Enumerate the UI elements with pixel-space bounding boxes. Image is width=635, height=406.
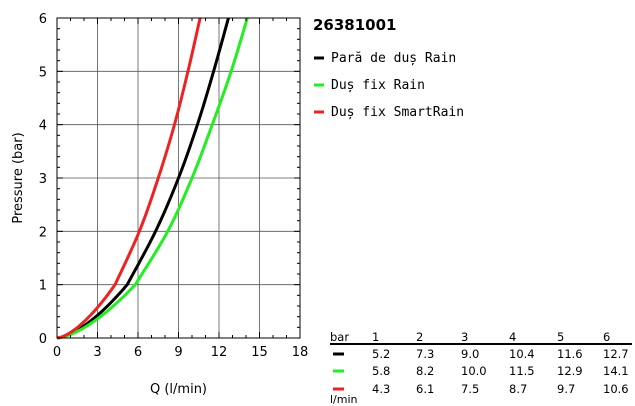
table-header-pressure: 1 bbox=[372, 330, 379, 344]
series-line-1 bbox=[56, 17, 249, 340]
table-header-pressure: 2 bbox=[416, 330, 423, 344]
table-cell: 5.2 bbox=[372, 347, 390, 361]
y-tick-label: 0 bbox=[39, 332, 47, 347]
y-tick-label: 6 bbox=[39, 12, 47, 27]
table-header-pressure: 3 bbox=[461, 330, 468, 344]
y-tick-label: 2 bbox=[39, 225, 47, 240]
x-tick-label: 6 bbox=[134, 345, 142, 360]
table-cell: 8.2 bbox=[416, 364, 434, 378]
y-tick-label: 1 bbox=[39, 279, 47, 294]
table-unit: l/min bbox=[330, 393, 358, 406]
chart-title: 26381001 bbox=[313, 16, 397, 34]
series-line-0 bbox=[56, 17, 230, 340]
series-layer bbox=[56, 17, 249, 340]
legend-label-1: Duș fix Rain bbox=[331, 78, 425, 93]
x-axis-title: Q (l/min) bbox=[150, 382, 207, 397]
x-tick-label: 0 bbox=[53, 345, 61, 360]
legend-label-2: Duș fix SmartRain bbox=[331, 105, 464, 120]
table-cell: 11.6 bbox=[557, 347, 583, 361]
table-cell: 11.5 bbox=[509, 364, 535, 378]
table-header-bar: bar bbox=[330, 330, 349, 344]
table-cell: 10.4 bbox=[509, 347, 535, 361]
table-cell: 14.1 bbox=[603, 364, 629, 378]
table-cell: 6.1 bbox=[416, 382, 434, 396]
table-cell: 8.7 bbox=[509, 382, 527, 396]
y-tick-label: 3 bbox=[39, 172, 47, 187]
table-header-pressure: 5 bbox=[557, 330, 564, 344]
table-cell: 5.8 bbox=[372, 364, 390, 378]
table-cell: 7.3 bbox=[416, 347, 434, 361]
y-tick-label: 4 bbox=[39, 119, 47, 134]
table-cell: 12.9 bbox=[557, 364, 583, 378]
x-tick-label: 12 bbox=[211, 345, 228, 360]
legend: Pară de duș Rain Duș fix Rain Duș fix Smar… bbox=[314, 51, 464, 120]
table-cell: 9.0 bbox=[461, 347, 479, 361]
x-tick-label: 3 bbox=[93, 345, 101, 360]
x-tick-label: 18 bbox=[292, 345, 309, 360]
y-tick-label: 5 bbox=[39, 65, 47, 80]
table-cell: 10.0 bbox=[461, 364, 487, 378]
table-cell: 7.5 bbox=[461, 382, 479, 396]
table-cell: 12.7 bbox=[603, 347, 629, 361]
x-tick-label: 15 bbox=[251, 345, 268, 360]
table-header-pressure: 6 bbox=[603, 330, 610, 344]
series-line-2 bbox=[56, 17, 202, 340]
table-cell: 10.6 bbox=[603, 382, 629, 396]
table-header-pressure: 4 bbox=[509, 330, 516, 344]
flow-table: bar 1 2 3 4 5 6 5.2 7.3 9.0 10.4 11.6 12.7 5.8 8.2 10.0… bbox=[330, 330, 632, 406]
legend-label-0: Pară de duș Rain bbox=[331, 51, 456, 66]
y-axis-title: Pressure (bar) bbox=[11, 132, 26, 223]
x-tick-label: 9 bbox=[174, 345, 182, 360]
table-cell: 4.3 bbox=[372, 382, 390, 396]
table-cell: 9.7 bbox=[557, 382, 575, 396]
